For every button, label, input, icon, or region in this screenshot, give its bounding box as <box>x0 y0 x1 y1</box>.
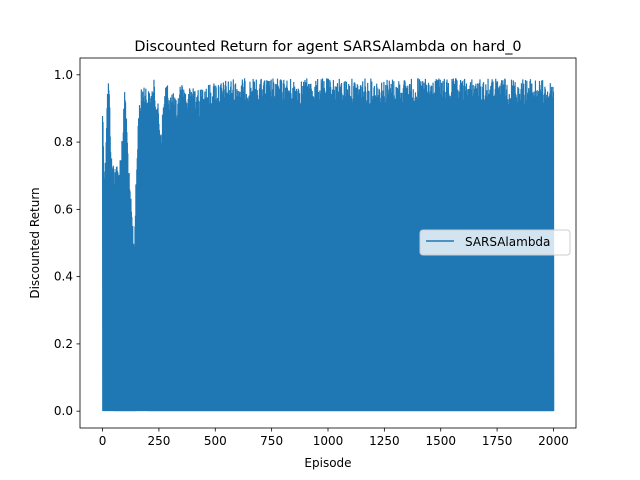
y-tick-label: 0.6 <box>54 202 73 216</box>
legend-box <box>419 229 571 256</box>
x-tick-label: 750 <box>260 434 283 448</box>
y-axis-label: Discounted Return <box>28 187 42 298</box>
series-sarsalambda-line <box>101 78 555 412</box>
x-tick-label: 2000 <box>538 434 569 448</box>
y-tick-label: 0.4 <box>54 270 73 284</box>
x-tick-label: 500 <box>204 434 227 448</box>
x-axis-label: Episode <box>304 456 351 470</box>
y-tick-label: 0.0 <box>54 404 73 418</box>
y-tick-label: 1.0 <box>54 68 73 82</box>
x-tick-label: 1000 <box>313 434 344 448</box>
x-tick-label: 0 <box>99 434 107 448</box>
legend: SARSAlambda <box>419 229 571 256</box>
x-tick-label: 1750 <box>482 434 513 448</box>
x-tick-label: 250 <box>147 434 170 448</box>
legend-label: SARSAlambda <box>465 235 550 249</box>
plot-area <box>79 57 577 429</box>
y-tick-label: 0.8 <box>54 135 73 149</box>
chart-title: Discounted Return for agent SARSAlambda … <box>134 39 521 55</box>
x-axis: 0 250 500 750 1000 1250 1500 1750 2000 <box>99 428 569 448</box>
y-tick-label: 0.2 <box>54 337 73 351</box>
series-sarsalambda <box>101 78 555 412</box>
x-tick-label: 1250 <box>369 434 400 448</box>
x-tick-label: 1500 <box>425 434 456 448</box>
y-axis: 0.0 0.2 0.4 0.6 0.8 1.0 <box>54 68 80 418</box>
